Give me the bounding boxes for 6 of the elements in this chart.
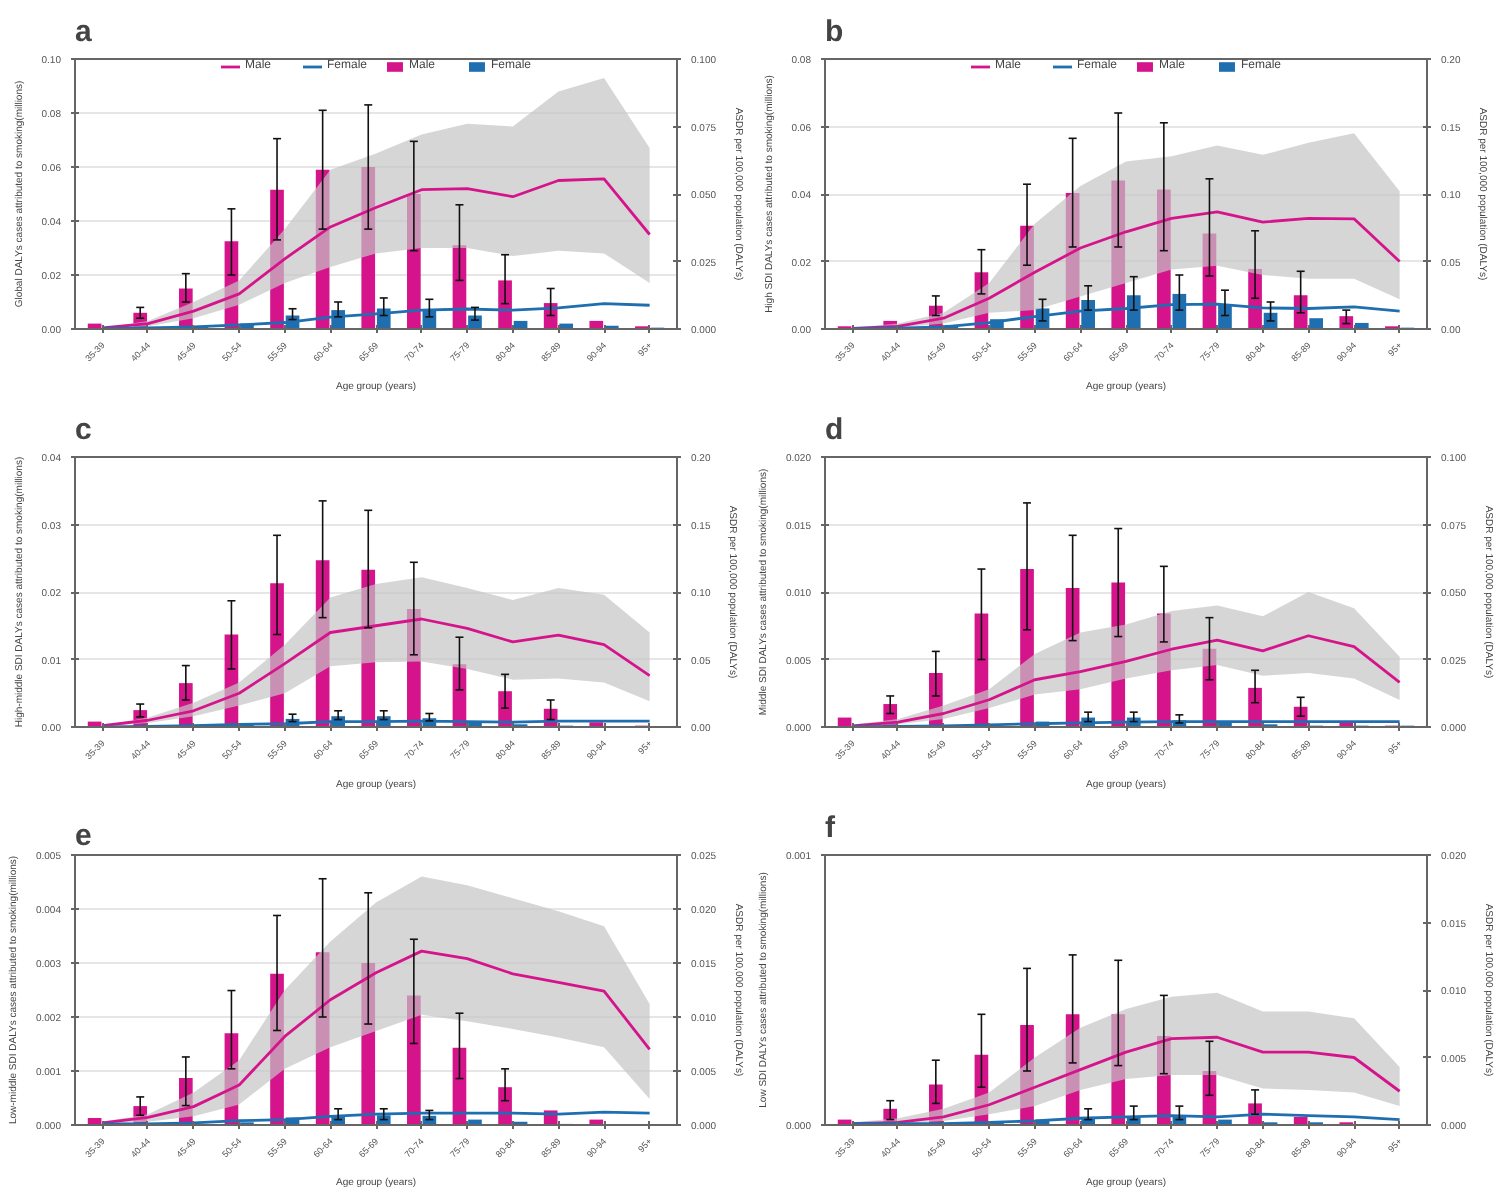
chart-title: e	[75, 819, 92, 853]
chart-title: b	[825, 15, 844, 49]
chart-title: d	[825, 413, 844, 447]
chart-title: f	[825, 811, 837, 845]
chart-title: a	[75, 15, 93, 49]
chart-title: c	[75, 413, 92, 447]
